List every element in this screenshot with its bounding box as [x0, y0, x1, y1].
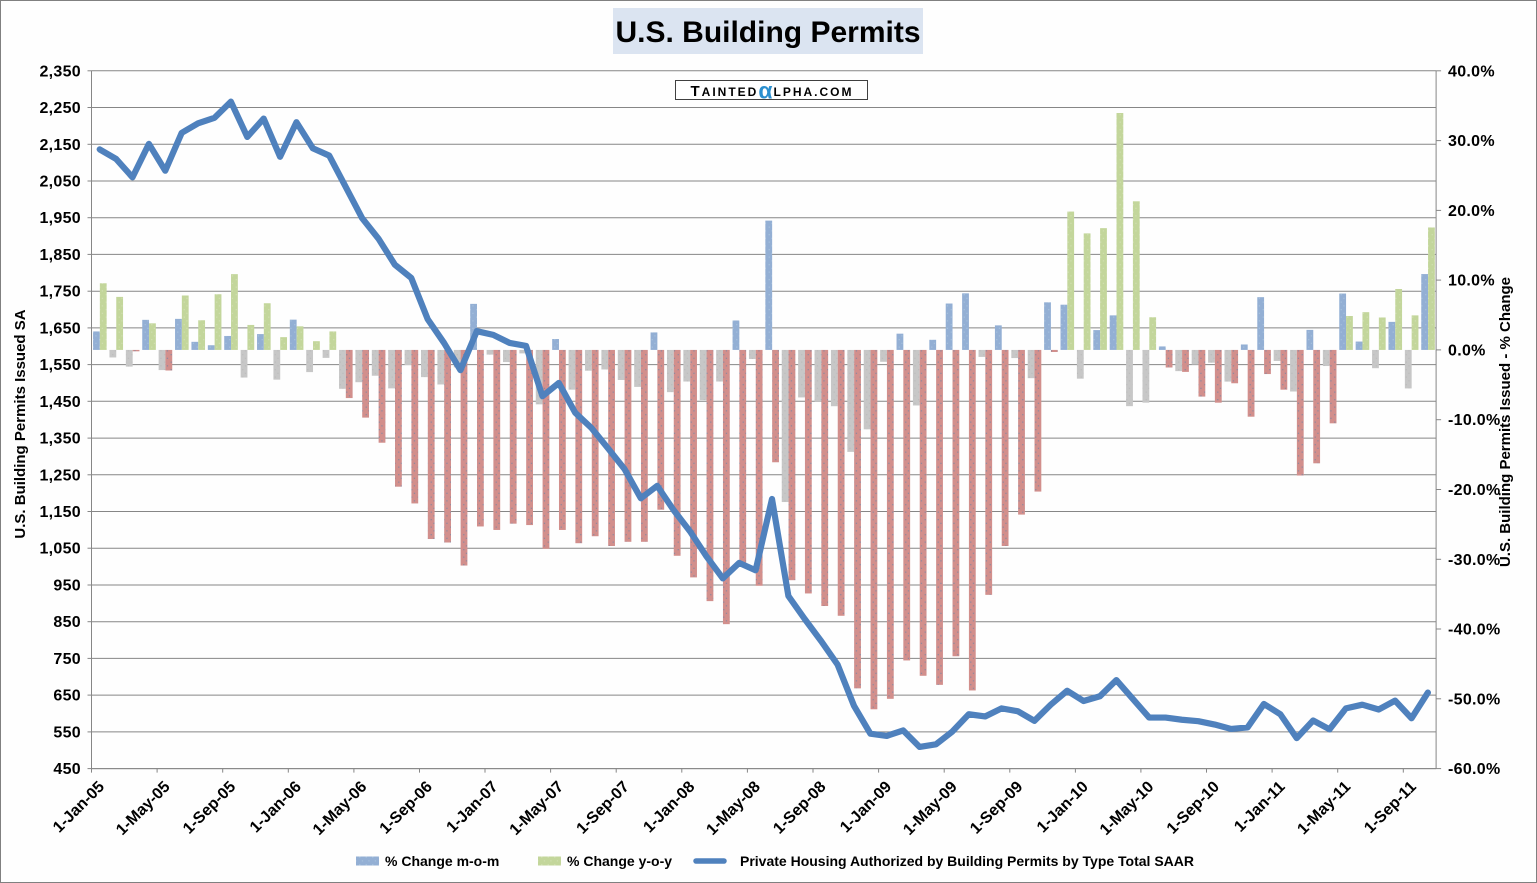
svg-text:40.0%: 40.0%	[1448, 63, 1495, 80]
svg-text:-20.0%: -20.0%	[1448, 482, 1501, 499]
svg-text:0.0%: 0.0%	[1448, 342, 1486, 359]
svg-text:2,050: 2,050	[39, 174, 81, 191]
svg-text:U.S. Building Permits Issued -: U.S. Building Permits Issued - % Change	[1497, 277, 1514, 567]
svg-text:1,450: 1,450	[39, 394, 81, 411]
svg-text:550: 550	[53, 724, 81, 741]
svg-text:650: 650	[53, 688, 81, 705]
svg-text:Private Housing Authorized by: Private Housing Authorized by Building P…	[740, 853, 1194, 869]
svg-text:1,550: 1,550	[39, 357, 81, 374]
svg-text:950: 950	[53, 578, 81, 595]
svg-text:% Change y-o-y: % Change y-o-y	[567, 853, 672, 869]
svg-text:30.0%: 30.0%	[1448, 133, 1495, 150]
svg-text:% Change m-o-m: % Change m-o-m	[385, 853, 499, 869]
svg-text:1,250: 1,250	[39, 467, 81, 484]
svg-text:1,350: 1,350	[39, 431, 81, 448]
svg-text:1,650: 1,650	[39, 320, 81, 337]
svg-text:10.0%: 10.0%	[1448, 273, 1495, 290]
svg-text:TAINTEDαLPHA.COM: TAINTEDαLPHA.COM	[691, 78, 854, 104]
svg-text:-10.0%: -10.0%	[1448, 412, 1501, 429]
svg-text:1,150: 1,150	[39, 504, 81, 521]
svg-text:2,250: 2,250	[39, 100, 81, 117]
svg-text:1,950: 1,950	[39, 210, 81, 227]
svg-text:850: 850	[53, 614, 81, 631]
svg-text:1,850: 1,850	[39, 247, 81, 264]
svg-text:450: 450	[53, 761, 81, 778]
svg-text:U.S. Building Permits: U.S. Building Permits	[615, 16, 920, 49]
svg-text:U.S. Building Permits Issued S: U.S. Building Permits Issued SA	[12, 309, 29, 538]
svg-text:-50.0%: -50.0%	[1448, 691, 1501, 708]
svg-text:-40.0%: -40.0%	[1448, 622, 1501, 639]
svg-text:20.0%: 20.0%	[1448, 203, 1495, 220]
svg-text:1,750: 1,750	[39, 284, 81, 301]
svg-text:750: 750	[53, 651, 81, 668]
svg-text:1,050: 1,050	[39, 541, 81, 558]
svg-text:-30.0%: -30.0%	[1448, 552, 1501, 569]
svg-text:2,150: 2,150	[39, 137, 81, 154]
svg-text:2,350: 2,350	[39, 63, 81, 80]
svg-text:-60.0%: -60.0%	[1448, 761, 1501, 778]
